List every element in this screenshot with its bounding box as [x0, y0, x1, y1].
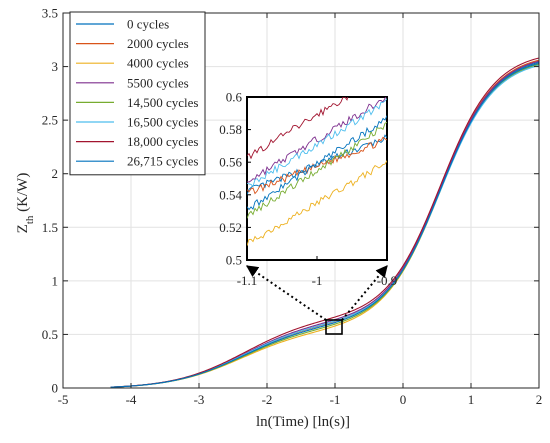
- x-tick-label: -3: [194, 392, 205, 407]
- x-tick-label: -4: [126, 392, 137, 407]
- legend-box: [69, 11, 206, 176]
- legend-label: 2000 cycles: [127, 36, 189, 51]
- inset-y-tick-label: 0.56: [219, 155, 242, 170]
- legend: 0 cycles 2000 cycles 4000 cycles 5500 cycle…: [69, 11, 206, 176]
- legend-label: 0 cycles: [127, 17, 169, 32]
- inset-series-line: [247, 115, 387, 211]
- legend-label: 14,500 cycles: [127, 95, 198, 110]
- x-tick-label: 0: [400, 392, 407, 407]
- y-tick-label: 1.5: [42, 220, 58, 235]
- inset-series-line: [247, 97, 387, 183]
- zoom-connector-left: [246, 265, 327, 321]
- inset-series-lines: [247, 97, 387, 246]
- inset-x-tick-label: -0.9: [377, 273, 398, 288]
- legend-label: 18,000 cycles: [127, 134, 198, 149]
- x-tick-label: 2: [536, 392, 543, 407]
- y-tick-label: 3: [52, 59, 59, 74]
- inset-y-tick-label: 0.6: [226, 90, 243, 105]
- y-tick-label: 3.5: [42, 6, 58, 21]
- inset-chart: 0.5 0.52 0.54 0.56 0.58 0.6 -1.1 -1 -0.9: [219, 90, 398, 289]
- axes: -5 -4 -3 -2 -1 0 1 2 0 0.5 1 1.5 2 2.5 3 3.5: [42, 6, 543, 408]
- inset-series-line: [247, 97, 349, 160]
- series-line: [110, 62, 540, 388]
- y-axis-label: Zth (K/W): [15, 173, 36, 234]
- x-tick-label: -2: [262, 392, 273, 407]
- y-tick-label: 2: [52, 166, 59, 181]
- zoom-box: [325, 319, 343, 335]
- inset-series-line: [247, 121, 387, 219]
- legend-label: 4000 cycles: [127, 56, 189, 71]
- x-tick-label: -1: [330, 392, 341, 407]
- y-tick-label: 0: [52, 381, 59, 396]
- legend-label: 16,500 cycles: [127, 115, 198, 130]
- inset-series-line: [247, 160, 387, 246]
- y-tick-label: 2.5: [42, 113, 58, 128]
- y-tick-label: 1: [52, 273, 59, 288]
- zoom-indicator: [246, 265, 388, 335]
- x-axis-label: ln(Time) [ln(s)]: [256, 414, 350, 430]
- legend-label: 5500 cycles: [127, 75, 189, 90]
- series-lines: [110, 57, 540, 388]
- inset-y-tick-label: 0.58: [219, 122, 242, 137]
- inset-y-tick-label: 0.52: [219, 220, 242, 235]
- inset-x-tick-label: -1: [312, 273, 323, 288]
- inset-y-tick-label: 0.54: [219, 187, 242, 202]
- inset-y-tick-label: 0.5: [226, 253, 242, 268]
- x-tick-label: 1: [468, 392, 475, 407]
- legend-label: 26,715 cycles: [127, 154, 198, 169]
- inset-x-tick-label: -1.1: [237, 273, 258, 288]
- x-tick-label: -5: [58, 392, 69, 407]
- y-tick-label: 0.5: [42, 327, 58, 342]
- inset-series-line: [247, 98, 387, 188]
- plot-frame: [62, 12, 540, 389]
- inset-series-line: [247, 136, 387, 195]
- zoom-connector-right: [341, 265, 388, 321]
- inset-frame: [246, 96, 388, 261]
